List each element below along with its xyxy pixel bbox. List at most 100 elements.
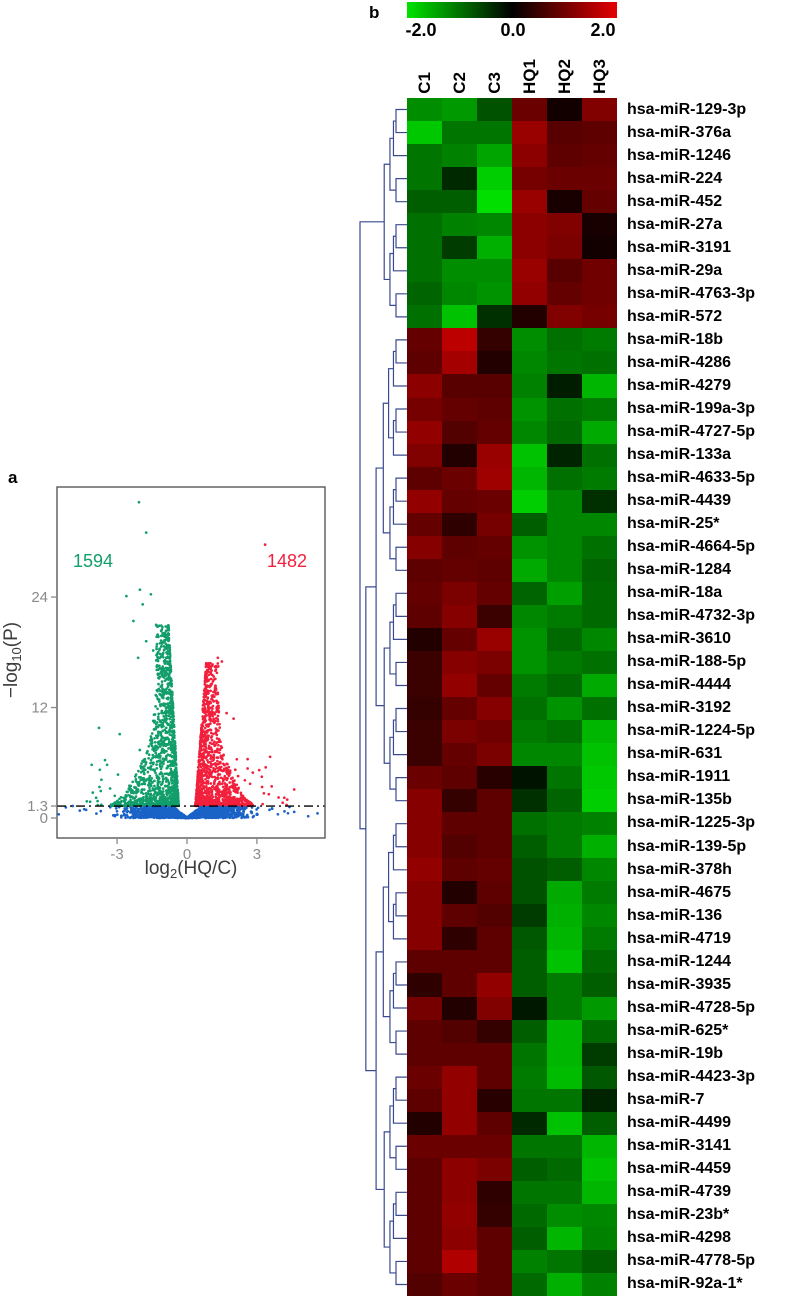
- heatmap-cell: [582, 812, 617, 836]
- heatmap-cell: [512, 1203, 547, 1227]
- heatmap-cell: [477, 1134, 512, 1158]
- heatmap-row-label: hsa-miR-4727-5p: [627, 422, 756, 440]
- heatmap-cell: [407, 835, 442, 859]
- heatmap-cell: [407, 305, 442, 329]
- heatmap-column-label: C1: [415, 72, 434, 94]
- heatmap-cell: [582, 466, 617, 490]
- heatmap-cell: [477, 1019, 512, 1043]
- heatmap-cell: [547, 720, 582, 744]
- heatmap-cell: [477, 789, 512, 813]
- heatmap-cell: [477, 812, 512, 836]
- heatmap-cell: [442, 581, 477, 605]
- heatmap-row-label: hsa-miR-4763-3p: [627, 284, 756, 302]
- heatmap-cell: [407, 627, 442, 651]
- heatmap-row-label: hsa-miR-1246: [627, 146, 732, 164]
- heatmap-cell: [547, 512, 582, 536]
- heatmap-cell: [582, 351, 617, 375]
- heatmap-row-label: hsa-miR-4728-5p: [627, 998, 756, 1016]
- heatmap-row-label: hsa-miR-3192: [627, 699, 732, 717]
- heatmap-cell: [442, 1249, 477, 1273]
- heatmap-cell: [442, 351, 477, 375]
- heatmap-cell: [407, 282, 442, 306]
- heatmap-cell: [477, 1088, 512, 1112]
- heatmap-cell: [582, 904, 617, 928]
- heatmap-cell: [582, 581, 617, 605]
- heatmap-cell: [512, 466, 547, 490]
- heatmap-cell: [512, 1180, 547, 1204]
- heatmap-cell: [512, 1249, 547, 1273]
- heatmap-row-label: hsa-miR-4459: [627, 1159, 732, 1177]
- heatmap-cell: [477, 282, 512, 306]
- heatmap-row-label: hsa-miR-129-3p: [627, 100, 747, 118]
- heatmap-cell: [442, 973, 477, 997]
- heatmap-cell: [442, 305, 477, 329]
- heatmap-cell: [512, 812, 547, 836]
- heatmap-cell: [582, 489, 617, 513]
- heatmap-cell: [582, 789, 617, 813]
- heatmap-row-label: hsa-miR-23b*: [627, 1206, 730, 1224]
- heatmap-row-label: hsa-miR-1284: [627, 561, 732, 579]
- heatmap-cell: [512, 351, 547, 375]
- y-tick-label: 0: [40, 810, 48, 827]
- heatmap-cell: [442, 627, 477, 651]
- heatmap-cell: [512, 167, 547, 191]
- heatmap-cell: [547, 1134, 582, 1158]
- heatmap-cell: [407, 236, 442, 260]
- heatmap-cell: [547, 121, 582, 145]
- heatmap-cell: [547, 1157, 582, 1181]
- heatmap-cell: [512, 581, 547, 605]
- heatmap-cell: [442, 927, 477, 951]
- heatmap-cell: [512, 927, 547, 951]
- heatmap-cell: [582, 1019, 617, 1043]
- heatmap-cell: [582, 558, 617, 582]
- heatmap-cell: [407, 374, 442, 398]
- heatmap-cell: [582, 1088, 617, 1112]
- heatmap-cell: [512, 789, 547, 813]
- heatmap-cell: [477, 904, 512, 928]
- heatmap-cell: [442, 904, 477, 928]
- heatmap-cell: [547, 858, 582, 882]
- heatmap-cell: [547, 673, 582, 697]
- heatmap-row-label: hsa-miR-3610: [627, 630, 732, 648]
- heatmap-cell: [512, 98, 547, 122]
- heatmap-cell: [512, 236, 547, 260]
- heatmap-row-label: hsa-miR-136: [627, 906, 723, 924]
- heatmap-cell: [407, 489, 442, 513]
- heatmap-cell: [547, 374, 582, 398]
- heatmap-cell: [582, 604, 617, 628]
- heatmap-row-label: hsa-miR-25*: [627, 515, 720, 533]
- heatmap-cell: [582, 167, 617, 191]
- heatmap-cell: [582, 282, 617, 306]
- heatmap-cell: [477, 535, 512, 559]
- heatmap-cell: [547, 581, 582, 605]
- heatmap-row-label: hsa-miR-4739: [627, 1182, 732, 1200]
- heatmap-row-label: hsa-miR-3141: [627, 1136, 732, 1154]
- heatmap-cell: [582, 374, 617, 398]
- heatmap-cell: [512, 190, 547, 214]
- heatmap-cell: [512, 697, 547, 721]
- heatmap-cell: [477, 351, 512, 375]
- heatmap-cell: [477, 927, 512, 951]
- x-axis-title: log2(HQ/C): [145, 858, 238, 881]
- heatmap-cell: [582, 996, 617, 1020]
- heatmap-cell: [582, 305, 617, 329]
- heatmap-row-label: hsa-miR-139-5p: [627, 837, 747, 855]
- heatmap-row-label: hsa-miR-4633-5p: [627, 469, 756, 487]
- heatmap-cell: [442, 812, 477, 836]
- heatmap-cell: [547, 236, 582, 260]
- heatmap-row-label: hsa-miR-4499: [627, 1113, 732, 1131]
- heatmap-cell: [407, 1157, 442, 1181]
- heatmap-cell: [582, 766, 617, 790]
- heatmap-row-label: hsa-miR-188-5p: [627, 653, 747, 671]
- heatmap-cell: [547, 420, 582, 444]
- heatmap-cell: [547, 1019, 582, 1043]
- heatmap-cell: [547, 351, 582, 375]
- heatmap-cell: [547, 812, 582, 836]
- heatmap-cell: [582, 259, 617, 283]
- heatmap-cell: [477, 996, 512, 1020]
- heatmap-cell: [547, 1249, 582, 1273]
- heatmap-cell: [442, 650, 477, 674]
- heatmap-cell: [477, 766, 512, 790]
- heatmap-cell: [582, 98, 617, 122]
- heatmap-cell: [547, 996, 582, 1020]
